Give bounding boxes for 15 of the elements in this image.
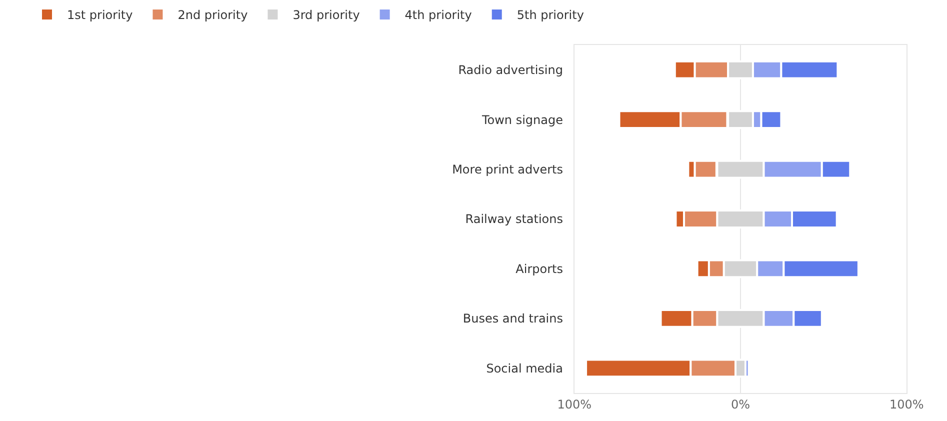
y-tick-label: Railway stations [465, 212, 564, 226]
y-tick-label: Airports [516, 262, 564, 276]
legend-label: 3rd priority [292, 8, 360, 22]
legend-label: 5th priority [516, 8, 584, 22]
y-tick-label: Social media [486, 361, 564, 376]
x-tick-label: 0% [730, 397, 750, 412]
legend-label: 4th priority [404, 8, 472, 22]
legend-label: 2nd priority [178, 8, 248, 22]
x-tick-label: 100% [557, 397, 592, 412]
y-tick-label: Buses and trains [462, 312, 564, 326]
legend-label: 1st priority [67, 8, 133, 22]
y-tick-label: More print adverts [452, 162, 564, 176]
y-tick-label: Town signage [480, 112, 564, 127]
y-tick-label: Radio advertising [458, 63, 564, 78]
x-tick-label: 100% [889, 397, 924, 412]
